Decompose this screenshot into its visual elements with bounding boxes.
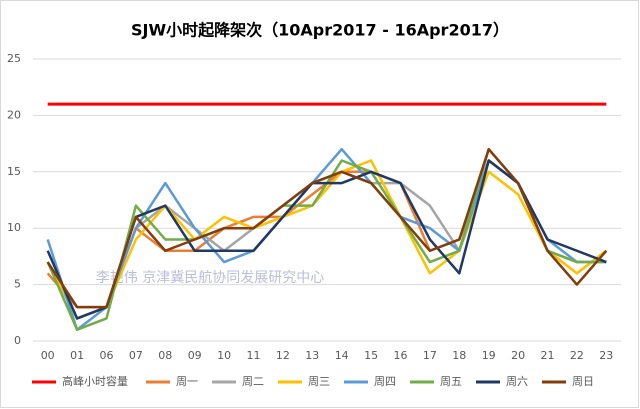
x-tick-label: 00 (41, 349, 55, 362)
legend-label: 周一 (176, 375, 198, 388)
x-tick-label: 15 (364, 349, 378, 362)
x-tick-label: 20 (511, 349, 525, 362)
y-tick-label: 10 (7, 221, 21, 234)
x-tick-label: 23 (599, 349, 613, 362)
y-tick-label: 20 (7, 108, 21, 121)
x-tick-label: 07 (129, 349, 143, 362)
x-tick-label: 09 (188, 349, 202, 362)
legend-label: 高峰小时容量 (62, 374, 128, 388)
x-tick-label: 14 (335, 349, 349, 362)
y-tick-label: 15 (7, 165, 21, 178)
legend-label: 周六 (506, 375, 528, 388)
legend-label: 周四 (374, 375, 396, 388)
x-tick-label: 21 (541, 349, 555, 362)
x-tick-label: 10 (217, 349, 231, 362)
y-tick-label: 5 (14, 278, 21, 291)
x-tick-label: 11 (247, 349, 261, 362)
series-line (46, 159, 608, 320)
x-tick-label: 17 (423, 349, 437, 362)
x-tick-label: 08 (158, 349, 172, 362)
watermark: 李艳伟 京津冀民航协同发展研究中心 (96, 270, 324, 286)
y-tick-label: 0 (14, 334, 21, 347)
x-tick-label: 13 (305, 349, 319, 362)
x-tick-label: 01 (70, 349, 84, 362)
series-line (46, 147, 608, 309)
chart-title: SJW小时起降架次（10Apr2017 - 16Apr2017） (131, 21, 509, 40)
x-tick-label: 06 (100, 349, 114, 362)
x-tick-label: 19 (482, 349, 496, 362)
y-tick-label: 25 (7, 52, 21, 65)
legend-label: 周五 (440, 375, 462, 388)
legend-label: 周三 (308, 375, 330, 388)
x-tick-label: 16 (394, 349, 408, 362)
x-tick-label: 22 (570, 349, 584, 362)
legend-label: 周日 (572, 375, 594, 388)
legend-label: 周二 (242, 375, 264, 388)
x-tick-label: 18 (452, 349, 466, 362)
x-tick-label: 12 (276, 349, 290, 362)
